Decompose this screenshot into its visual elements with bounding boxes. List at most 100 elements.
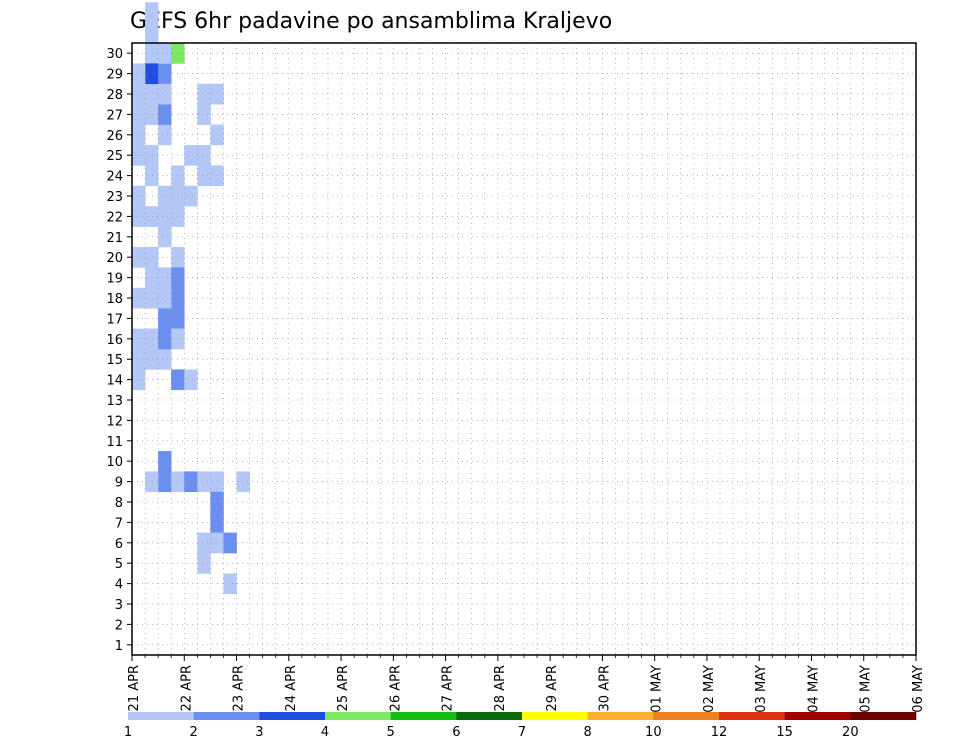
heatmap-cell [197,553,211,574]
heatmap-cell [132,247,146,268]
x-tick-label: 30 APR [597,665,612,711]
heatmap-cell [184,185,198,207]
heatmap-cell [197,532,211,554]
heatmap-cell [132,369,146,391]
heatmap-cell [158,267,172,289]
x-tick-label: 05 MAY [859,665,874,713]
legend-label: 2 [190,725,198,740]
y-tick-label: 20 [106,251,123,266]
heatmap-cell [132,206,146,227]
y-tick-label: 18 [106,292,123,307]
heatmap-cell [158,206,172,227]
heatmap-cell [145,471,159,493]
x-tick-label: 23 APR [232,665,247,711]
legend-swatch [456,712,523,720]
x-tick-label: 03 MAY [754,665,769,713]
heatmap-cell [197,165,211,187]
legend-label: 1 [124,725,132,740]
heatmap-cell [132,349,146,370]
heatmap-cell [223,532,237,554]
heatmap-cell [145,22,159,44]
heatmap-cell [158,83,172,105]
heatmap-cell [145,247,159,268]
heatmap-cell [145,104,159,125]
y-tick-label: 23 [106,190,123,205]
color-legend: 1 2 3 4 5 6 7 8 10 12 15 20 [124,712,917,740]
y-tick-label: 5 [115,557,123,572]
x-tick-label: 01 MAY [650,665,665,713]
heatmap-cell [158,43,172,64]
y-tick-label: 15 [106,353,123,368]
grid-lines [131,43,917,655]
y-tick-label: 21 [106,231,123,246]
legend-swatch [128,712,194,720]
x-tick-label: 29 APR [545,665,560,711]
legend-swatch [587,712,654,720]
y-axis: 1234567891011121314151617181920212223242… [106,47,132,654]
heatmap-cell [132,124,146,146]
legend-label: 15 [776,725,793,740]
x-tick-label: 28 APR [493,665,508,711]
y-tick-label: 29 [106,68,123,83]
heatmap-cell [145,165,159,187]
legend-label: 4 [321,725,329,740]
y-tick-label: 9 [115,476,123,491]
heatmap-cell [145,43,159,64]
heatmap-cell [145,63,159,85]
heatmap-cell [145,267,159,289]
y-tick-label: 13 [106,394,123,409]
y-tick-label: 22 [106,210,123,225]
heatmap-cell [158,328,172,350]
y-tick-label: 30 [106,47,123,62]
heatmap-cell [197,104,211,125]
heatmap-cell [197,145,211,166]
heatmap-cell [184,471,198,493]
cells-group [132,2,250,595]
heatmap-cell [197,471,211,493]
x-tick-label: 25 APR [336,665,351,711]
legend-swatch [259,712,326,720]
heatmap-cell [145,2,159,23]
heatmap-cell [145,328,159,350]
y-tick-label: 10 [106,455,123,470]
x-tick-label: 21 APR [127,665,142,711]
legend-label: 7 [518,725,526,740]
y-tick-label: 27 [106,108,123,123]
legend-swatch [784,712,851,720]
y-tick-label: 17 [106,312,123,327]
y-tick-label: 14 [106,374,123,389]
x-axis: 21 APR 22 APR 23 APR 24 APR 25 APR 26 APR 27 A… [127,655,926,713]
heatmap-cell [223,573,237,595]
legend-label: 8 [584,725,592,740]
y-tick-label: 26 [106,129,123,144]
heatmap-cell [145,145,159,166]
legend-swatch [193,712,260,720]
legend-swatch [850,712,917,720]
y-tick-label: 6 [115,537,123,552]
x-tick-label: 04 MAY [806,665,821,713]
y-tick-label: 4 [115,578,123,593]
x-tick-label: 27 APR [441,665,456,711]
heatmap-cell [158,287,172,309]
y-tick-label: 16 [106,333,123,348]
x-tick-label: 26 APR [388,665,403,711]
heatmap-cell [132,104,146,125]
y-tick-label: 7 [115,516,123,531]
y-tick-label: 8 [115,496,123,511]
heatmap-cell [132,63,146,85]
heatmap-cell [158,451,172,472]
y-tick-label: 24 [106,170,123,185]
x-tick-label: 24 APR [284,665,299,711]
y-tick-label: 25 [106,149,123,164]
heatmap-cell [145,349,159,370]
heatmap-cell [158,124,172,146]
y-tick-label: 1 [115,639,123,654]
x-tick-label: 22 APR [179,665,194,711]
legend-label: 6 [452,725,460,740]
heatmap-cell [132,145,146,166]
heatmap-cell [132,83,146,105]
legend-swatch [390,712,457,720]
x-tick-label: 02 MAY [702,665,717,713]
